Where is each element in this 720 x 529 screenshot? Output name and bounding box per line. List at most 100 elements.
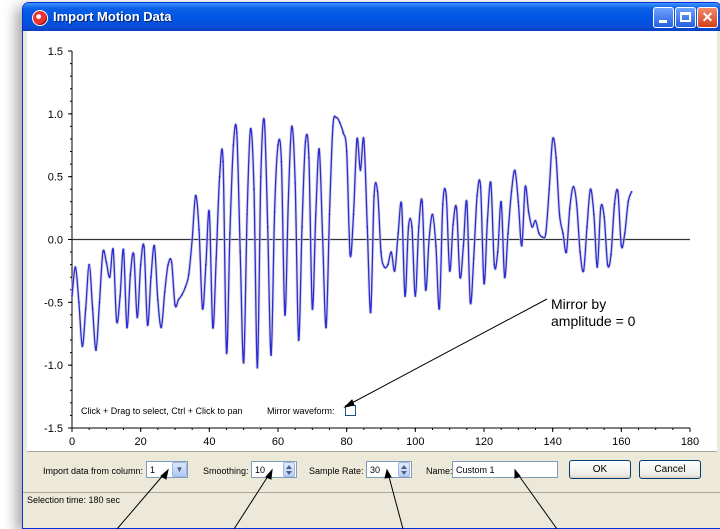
data-point (397, 232, 400, 235)
data-point (572, 185, 575, 188)
stepper-up-icon[interactable] (286, 465, 292, 469)
data-point (108, 276, 111, 279)
data-point (613, 203, 616, 206)
data-point (321, 236, 324, 238)
data-point (362, 138, 365, 140)
data-point (538, 232, 540, 235)
import-motion-data-window: Import Motion Data ✕ 1.5 1.0 0.5 0.0 -0.5 -1.… (22, 2, 720, 529)
data-point (345, 150, 348, 153)
y-tick-label: -0.5 (44, 297, 63, 309)
stepper-down-icon[interactable] (286, 471, 292, 475)
data-point (150, 276, 152, 279)
data-point (476, 194, 479, 197)
ok-button[interactable]: OK (569, 460, 631, 479)
data-point (568, 207, 571, 209)
data-point (428, 238, 430, 241)
cancel-button[interactable]: Cancel (639, 460, 701, 479)
data-point (524, 185, 527, 188)
data-point (548, 188, 551, 191)
column-label: Import data from column: (43, 466, 144, 476)
data-point (280, 160, 283, 163)
data-point (205, 263, 207, 266)
mirror-waveform-checkbox[interactable] (345, 405, 356, 416)
close-button[interactable]: ✕ (697, 7, 718, 28)
data-point (273, 210, 276, 213)
status-bar: Selection time: 180 sec (23, 492, 720, 508)
data-point (603, 215, 606, 218)
sample-rate-stepper[interactable] (398, 462, 410, 477)
data-point (115, 320, 118, 323)
app-icon (32, 10, 48, 26)
data-point (126, 326, 128, 329)
data-point (610, 253, 612, 256)
data-point (201, 307, 204, 310)
data-point (160, 326, 163, 329)
waveform-graph[interactable]: 1.5 1.0 0.5 0.0 -0.5 -1.0 -1.5 0 20 40 60 80 100 120 1… (27, 31, 717, 452)
maximize-icon (680, 12, 691, 22)
data-point (119, 295, 121, 297)
data-point (507, 232, 509, 235)
data-point (177, 298, 180, 301)
data-point (102, 251, 104, 253)
data-point (534, 219, 537, 222)
data-point (520, 244, 523, 247)
data-point (562, 232, 564, 235)
smoothing-stepper[interactable] (283, 462, 295, 477)
data-point (215, 257, 218, 260)
data-point (308, 156, 310, 159)
data-point (84, 307, 87, 310)
data-point (383, 266, 386, 269)
x-tick-label: 60 (272, 436, 284, 448)
data-point (304, 140, 307, 143)
waveform-chart[interactable]: 1.5 1.0 0.5 0.0 -0.5 -1.0 -1.5 0 20 40 60 80 100 120 1… (27, 31, 717, 451)
data-point (489, 182, 492, 184)
data-point (266, 226, 269, 228)
data-point (438, 307, 441, 310)
title-bar[interactable]: Import Motion Data ✕ (23, 3, 720, 31)
data-point (400, 203, 403, 206)
data-point (459, 276, 461, 279)
data-point (465, 200, 468, 203)
data-point (95, 349, 97, 351)
data-point (352, 213, 355, 216)
data-point (445, 194, 448, 197)
data-point (139, 263, 142, 266)
data-point (246, 213, 249, 216)
import-controls: Import data from column: ▼ Smoothing: Sa… (23, 452, 720, 492)
data-point (431, 213, 434, 216)
data-point (98, 301, 101, 304)
data-point (283, 314, 286, 316)
data-point (297, 339, 300, 341)
data-point (88, 263, 91, 266)
data-point (222, 160, 224, 163)
data-point (153, 244, 156, 247)
data-point (386, 263, 389, 266)
x-tick-label: 40 (203, 436, 215, 448)
data-point (211, 326, 214, 329)
data-point (582, 270, 585, 272)
data-point (208, 210, 211, 213)
minimize-button[interactable] (653, 7, 674, 28)
data-point (606, 263, 609, 266)
maximize-button[interactable] (675, 7, 696, 28)
stepper-down-icon[interactable] (401, 471, 407, 475)
stepper-up-icon[interactable] (401, 465, 407, 469)
chevron-down-icon[interactable]: ▼ (172, 462, 187, 477)
data-point (617, 190, 619, 193)
data-point (156, 298, 159, 301)
data-point (380, 251, 382, 253)
data-point (91, 307, 94, 310)
data-point (174, 303, 176, 306)
y-tick-label: 1.0 (48, 109, 63, 121)
data-point (184, 286, 187, 289)
data-point (411, 226, 413, 228)
window-title: Import Motion Data (53, 9, 172, 24)
data-point (373, 194, 376, 197)
data-point (71, 295, 73, 297)
data-point (74, 266, 77, 269)
name-input[interactable] (452, 461, 558, 478)
data-point (531, 226, 533, 228)
data-point (143, 246, 145, 248)
data-point (112, 248, 115, 251)
data-point (191, 238, 194, 241)
